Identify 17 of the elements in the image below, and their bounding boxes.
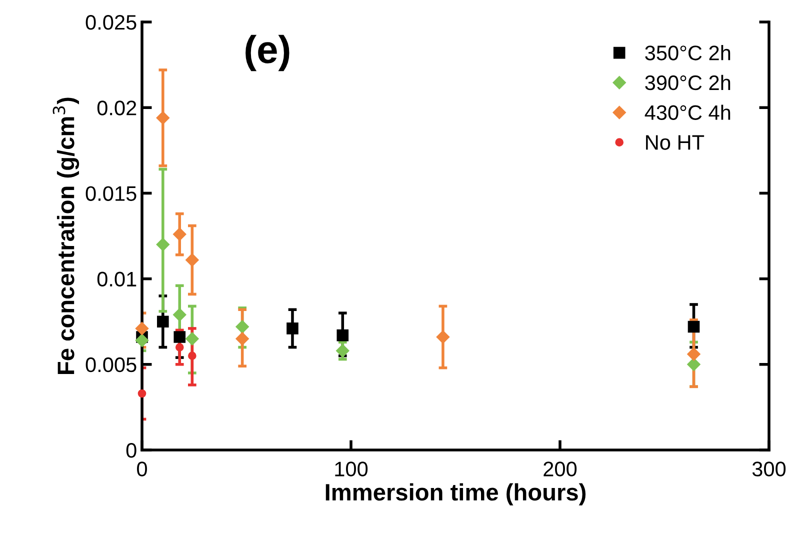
y-tick-label: 0: [126, 443, 136, 458]
legend-label: 430°C 4h: [644, 104, 730, 120]
y-tick-label: 0.025: [86, 15, 136, 30]
legend-label: 390°C 2h: [645, 74, 730, 90]
annotation: (e): [246, 34, 290, 72]
x-tick-label: 200: [544, 462, 577, 476]
y-tick-label: 0.015: [86, 186, 136, 201]
x-tick-label: 300: [752, 462, 786, 476]
y-tick-label: 0.02: [97, 100, 136, 116]
y-tick-label: 0.005: [86, 357, 136, 372]
legend-label: 350°C 2h: [645, 45, 730, 60]
legend-label: No HT: [646, 135, 704, 150]
y-tick-label: 0.01: [97, 272, 136, 287]
x-tick-label: 0: [137, 462, 147, 476]
y-axis-title: Fe concentration (g/cm$^{3}$): [52, 98, 80, 374]
x-tick-label: 100: [335, 462, 368, 476]
x-axis-title: Immersion time (hours): [326, 483, 586, 506]
